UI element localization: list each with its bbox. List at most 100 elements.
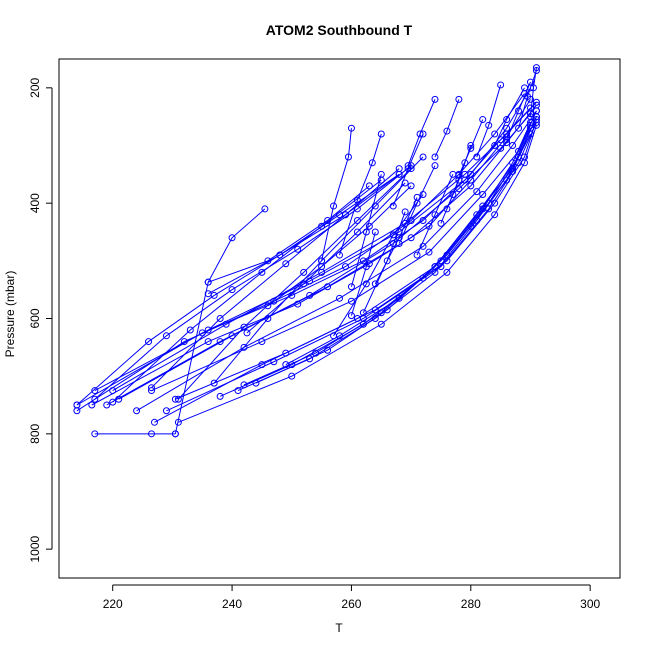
chart-title: ATOM2 Southbound T (266, 22, 413, 38)
series-line (506, 81, 531, 140)
data-point (228, 332, 236, 340)
series-9 (148, 107, 540, 395)
data-point (264, 257, 272, 265)
data-point (365, 222, 373, 230)
data-point (407, 234, 415, 242)
data-point (377, 320, 385, 328)
data-point (330, 332, 338, 340)
data-point (443, 205, 451, 213)
data-point (467, 182, 475, 190)
data-point (258, 338, 266, 346)
y-tick-label: 800 (28, 424, 42, 444)
data-point (371, 228, 379, 236)
data-point (240, 323, 248, 331)
data-point (324, 346, 332, 354)
data-point (413, 251, 421, 259)
series-13 (174, 121, 540, 426)
series-line (416, 174, 454, 256)
data-point (491, 142, 499, 149)
data-point (395, 294, 403, 302)
series-line (398, 165, 436, 244)
data-point (455, 176, 463, 184)
data-point (91, 395, 99, 403)
data-point (461, 159, 469, 167)
data-point (359, 257, 367, 265)
data-point (222, 320, 230, 328)
series-36 (347, 170, 385, 291)
series-line (94, 107, 531, 392)
data-point (347, 283, 355, 291)
series-14 (216, 130, 534, 400)
x-tick-label: 260 (341, 597, 361, 611)
data-point (526, 110, 534, 118)
series-line (494, 87, 525, 146)
series-45 (526, 64, 540, 121)
series-38 (404, 95, 439, 170)
series-line (246, 182, 406, 334)
data-point (336, 251, 343, 259)
data-point (204, 290, 212, 298)
series-line (434, 99, 460, 158)
series-line (112, 179, 382, 403)
data-point (401, 208, 409, 216)
data-point (91, 387, 99, 395)
data-point (485, 199, 493, 207)
data-point (491, 211, 499, 219)
data-point (529, 84, 537, 92)
data-point (407, 182, 415, 190)
data-point (240, 343, 248, 351)
data-point (362, 228, 370, 236)
data-point (216, 338, 224, 346)
series-line (178, 125, 537, 423)
data-point (171, 430, 179, 438)
data-point (431, 162, 439, 170)
y-tick-label: 1000 (28, 535, 42, 562)
data-point (443, 268, 451, 276)
series-group (73, 64, 540, 438)
series-32 (347, 228, 379, 320)
data-point (353, 196, 361, 204)
data-point (353, 228, 361, 236)
data-point (300, 280, 308, 288)
data-point (371, 280, 379, 288)
y-tick-label: 200 (28, 78, 42, 98)
series-1 (73, 84, 534, 409)
series-line (76, 173, 400, 406)
data-point (324, 283, 332, 291)
data-point (416, 130, 424, 138)
x-tick-label: 280 (461, 597, 481, 611)
data-point (377, 170, 385, 178)
data-point (526, 78, 534, 86)
series-line (374, 197, 418, 285)
data-point (368, 159, 376, 167)
data-point (186, 326, 194, 334)
data-point (347, 312, 355, 320)
data-point (503, 136, 511, 144)
series-line (151, 110, 537, 392)
data-point (404, 162, 412, 170)
series-31 (330, 191, 427, 340)
data-point (431, 153, 439, 161)
data-point (341, 263, 349, 271)
data-point (109, 387, 117, 395)
x-tick-label: 240 (222, 597, 242, 611)
series-line (446, 145, 472, 210)
data-point (437, 219, 445, 227)
data-point (467, 144, 475, 152)
data-point (174, 395, 182, 403)
data-point (353, 216, 361, 224)
data-point (359, 309, 367, 317)
x-tick-label: 220 (103, 597, 123, 611)
data-point (473, 153, 481, 161)
series-line (339, 133, 382, 256)
data-point (497, 144, 505, 152)
data-point (252, 379, 260, 387)
series-43 (491, 84, 529, 149)
data-point (515, 107, 523, 115)
data-point (91, 430, 99, 438)
data-point (228, 286, 236, 294)
data-point (419, 242, 427, 250)
data-point (344, 153, 352, 161)
data-point (431, 95, 439, 103)
data-point (204, 278, 212, 286)
